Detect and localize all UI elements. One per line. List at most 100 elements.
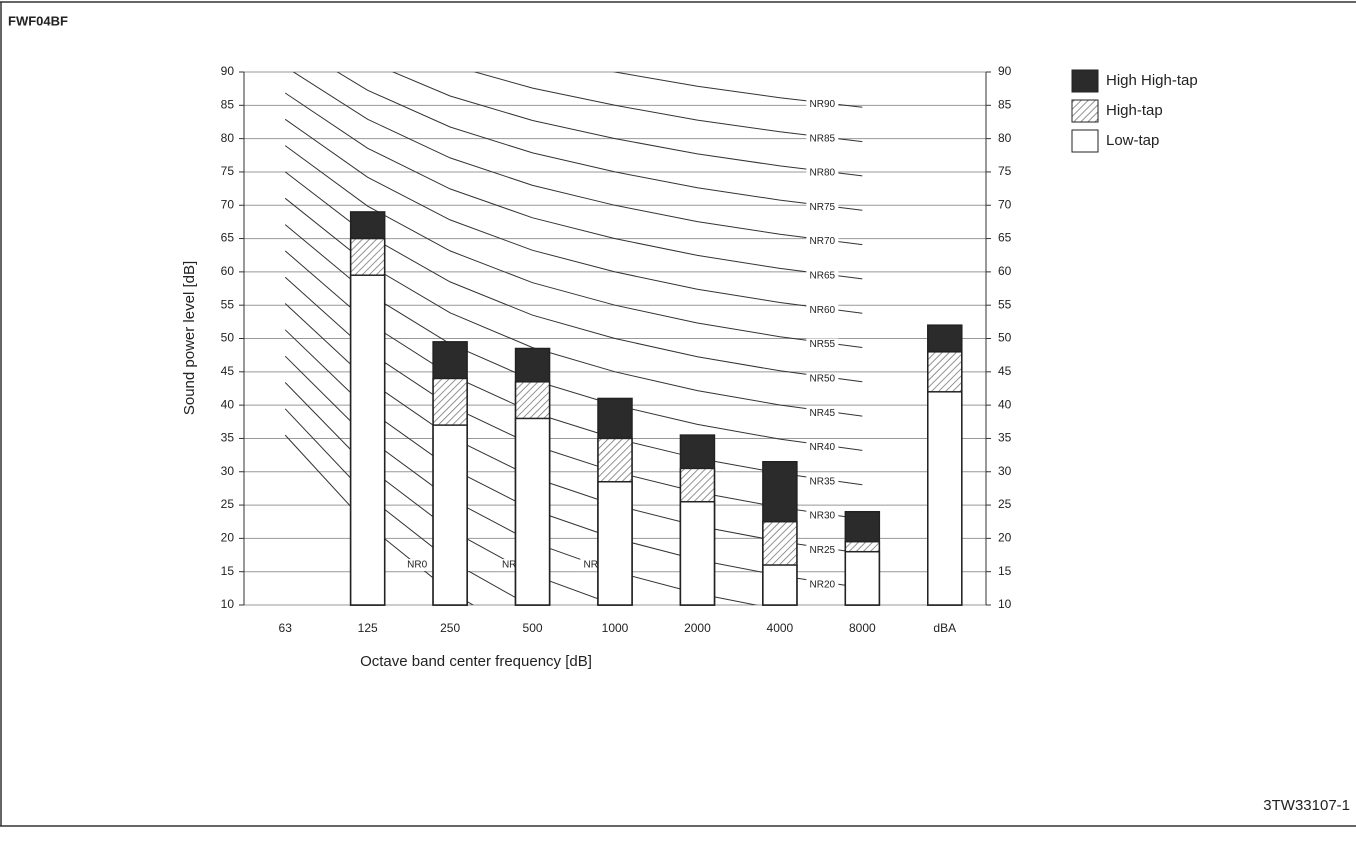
bar (844, 550, 881, 606)
y-tick-label: 90 (221, 64, 235, 78)
y2-tick-label: 70 (998, 197, 1012, 211)
y2-tick-label: 60 (998, 264, 1012, 278)
y-tick-label: 10 (221, 597, 235, 611)
nr-label: NR40 (810, 442, 836, 453)
nr-label-bg (806, 235, 839, 248)
bar (597, 480, 633, 606)
x-tick-label: 8000 (849, 621, 876, 635)
nr-label: NR85 (810, 133, 836, 144)
y-tick-label: 70 (221, 197, 235, 211)
x-tick-label: 2000 (684, 621, 711, 635)
nr-curve (284, 92, 863, 280)
nr-label: NR65 (810, 271, 836, 282)
y2-tick-label: 20 (998, 531, 1012, 545)
bar (432, 424, 468, 606)
nr-label: NR55 (810, 339, 836, 350)
nr-curve (391, 72, 863, 177)
nr-label: NR20 (810, 579, 836, 590)
y-tick-label: 85 (221, 97, 235, 111)
nr-curve (336, 72, 863, 211)
nr-curve (473, 72, 863, 143)
y-tick-label: 60 (221, 264, 235, 278)
y-tick-label: 15 (221, 564, 235, 578)
y-tick-label: 65 (221, 231, 235, 245)
x-tick-label: 1000 (602, 621, 629, 635)
y2-tick-label: 65 (998, 231, 1012, 245)
y-tick-label: 20 (221, 531, 235, 545)
y2-tick-label: 90 (998, 64, 1012, 78)
nr-label-bg (806, 407, 839, 420)
nr-label: NR70 (810, 236, 836, 247)
y2-tick-label: 30 (998, 464, 1012, 478)
x-tick-label: 500 (523, 621, 543, 635)
nr-label-bg (806, 304, 839, 317)
nr-label: NR90 (810, 99, 836, 110)
nr-label-bg (806, 544, 839, 557)
y2-tick-label: 50 (998, 331, 1012, 345)
nr-label: NR25 (810, 545, 836, 556)
nr-label-bg (806, 98, 839, 111)
nr-label: NR35 (810, 476, 836, 487)
y2-tick-label: 25 (998, 497, 1012, 511)
x-tick-label: 63 (279, 621, 293, 635)
nr-label-bg (806, 372, 839, 385)
legend-label: High High-tap (1106, 72, 1198, 89)
x-tick-label: 4000 (767, 621, 794, 635)
nr-label-bg (806, 510, 839, 523)
y2-tick-label: 55 (998, 297, 1012, 311)
y2-tick-label: 45 (998, 364, 1012, 378)
y2-tick-label: 80 (998, 131, 1012, 145)
nr-label-bg (806, 578, 839, 591)
nr-label: NR30 (810, 511, 836, 522)
y-axis-label: Sound power level [dB] (181, 261, 198, 415)
y-tick-label: 35 (221, 431, 235, 445)
nr-label-bg (806, 441, 839, 454)
nr-label: NR60 (810, 305, 836, 316)
nr-curve (612, 72, 863, 108)
bar (927, 391, 963, 606)
x-axis-label: Octave band center frequency [dB] (360, 653, 592, 670)
y2-tick-label: 75 (998, 164, 1012, 178)
y2-tick-label: 10 (998, 597, 1012, 611)
header: FWF04BF (8, 13, 68, 28)
y2-tick-label: 15 (998, 564, 1012, 578)
y2-tick-label: 85 (998, 97, 1012, 111)
y-tick-label: 75 (221, 164, 235, 178)
y-tick-label: 25 (221, 497, 235, 511)
bar (679, 500, 716, 606)
x-tick-label: 250 (440, 621, 460, 635)
nr-label-bg (401, 559, 434, 572)
bar (762, 564, 798, 606)
nr-label-bg (806, 166, 839, 179)
nr-curve (284, 118, 863, 314)
nr-label-bg (806, 201, 839, 214)
legend-swatch (1071, 99, 1099, 123)
nr-curve (292, 72, 863, 246)
y-tick-label: 55 (221, 297, 235, 311)
nr-label: NR50 (810, 373, 836, 384)
legend-label: Low-tap (1106, 132, 1159, 149)
y2-tick-label: 35 (998, 431, 1012, 445)
nr-label: NR0 (407, 560, 427, 571)
nr-label: NR15 (584, 560, 610, 571)
legend-swatch (1071, 69, 1099, 93)
nr-label-bg (806, 338, 839, 351)
legend-swatch (1071, 129, 1099, 153)
footer: 3TW33107-1 (1263, 797, 1350, 814)
nr-label: NR45 (810, 408, 836, 419)
nr-label-bg (806, 132, 839, 145)
y-tick-label: 40 (221, 397, 235, 411)
y-tick-label: 50 (221, 331, 235, 345)
bar (514, 417, 551, 606)
y2-tick-label: 40 (998, 397, 1012, 411)
y-tick-label: 80 (221, 131, 235, 145)
x-tick-label: 125 (358, 621, 378, 635)
legend-label: High-tap (1106, 102, 1163, 119)
bar (349, 274, 386, 606)
y-tick-label: 30 (221, 464, 235, 478)
x-tick-label: dBA (933, 621, 956, 635)
nr-label-bg (806, 269, 839, 282)
nr-label: NR75 (810, 202, 836, 213)
y-tick-label: 45 (221, 364, 235, 378)
